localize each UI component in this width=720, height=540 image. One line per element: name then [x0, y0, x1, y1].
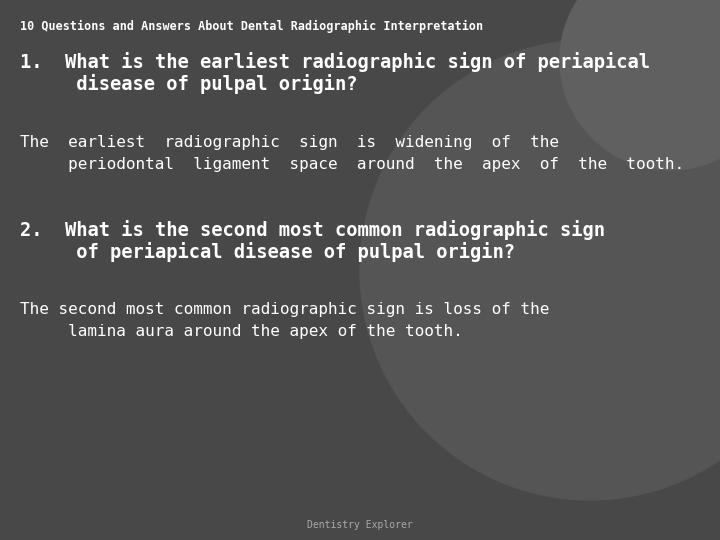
- Text: Dentistry Explorer: Dentistry Explorer: [307, 520, 413, 530]
- Circle shape: [560, 0, 720, 170]
- Text: The second most common radiographic sign is loss of the: The second most common radiographic sign…: [20, 302, 549, 317]
- Text: periodontal  ligament  space  around  the  apex  of  the  tooth.: periodontal ligament space around the ap…: [20, 157, 684, 172]
- Text: disease of pulpal origin?: disease of pulpal origin?: [20, 74, 358, 94]
- Circle shape: [360, 40, 720, 500]
- Text: lamina aura around the apex of the tooth.: lamina aura around the apex of the tooth…: [20, 324, 463, 339]
- Text: 1.  What is the earliest radiographic sign of periapical: 1. What is the earliest radiographic sig…: [20, 52, 650, 72]
- Text: 2.  What is the second most common radiographic sign: 2. What is the second most common radiog…: [20, 220, 605, 240]
- Text: 10 Questions and Answers About Dental Radiographic Interpretation: 10 Questions and Answers About Dental Ra…: [20, 20, 483, 33]
- Text: of periapical disease of pulpal origin?: of periapical disease of pulpal origin?: [20, 242, 515, 262]
- Text: The  earliest  radiographic  sign  is  widening  of  the: The earliest radiographic sign is wideni…: [20, 135, 559, 150]
